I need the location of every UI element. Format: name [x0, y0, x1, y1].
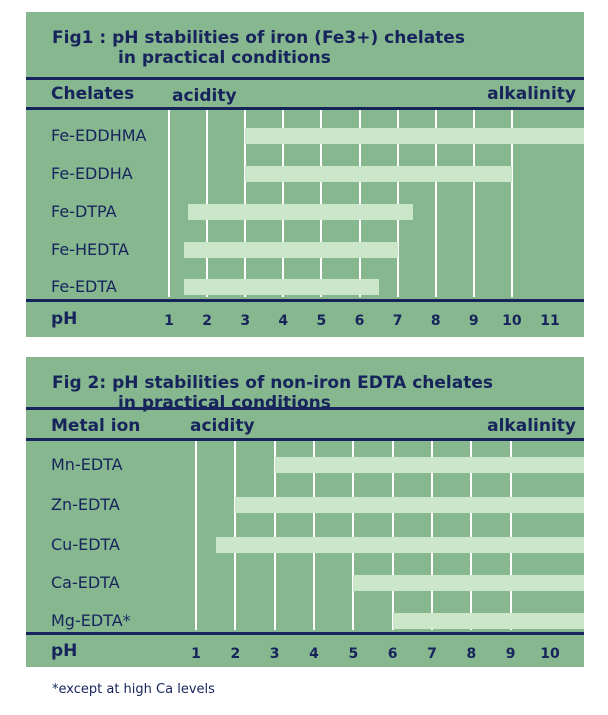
- figure-2-gridline: [509, 441, 512, 630]
- figure-1-tick-label: 8: [430, 313, 441, 329]
- figure-1-row-label: Fe-EDDHMA: [51, 126, 147, 145]
- figure-1-tick-label: 5: [316, 313, 327, 329]
- figure-1-tick-label: 1: [164, 313, 174, 329]
- figure-1-tick-label: 7: [392, 313, 403, 329]
- figure-1-axis-rule: [26, 299, 584, 302]
- figure-2-tick-label: 10: [540, 646, 560, 662]
- figure-1-row-label: Fe-HEDTA: [51, 240, 129, 259]
- figure-1-row-label: Fe-EDTA: [51, 277, 117, 296]
- figure-2-header-rule-top: [26, 407, 584, 410]
- figure-2-tick-label: 1: [191, 646, 201, 662]
- figure-2-range-bar: [215, 537, 584, 553]
- figure-1-gridline: [168, 110, 170, 297]
- figure-2-title-line-1: Fig 2: pH stabilities of non-iron EDTA c…: [52, 373, 493, 393]
- figure-1-range-bar: [184, 279, 379, 295]
- figure-2-row-header: Metal ion: [51, 416, 141, 436]
- figure-2-tick-label: 5: [348, 646, 359, 662]
- figure-2-title-line-2: in practical conditions: [118, 393, 331, 413]
- figure-1-header-rule-top: [26, 77, 584, 80]
- figure-2-range-bar: [274, 457, 584, 473]
- figure-1-gridline: [472, 110, 475, 297]
- figure-2-range-bar: [392, 613, 584, 629]
- figure-1-gridline: [206, 110, 209, 297]
- figure-1-gridline: [434, 110, 437, 297]
- figure-2-panel: Fig 2: pH stabilities of non-iron EDTA c…: [26, 357, 584, 667]
- figure-2-axis-rule: [26, 632, 584, 635]
- figure-1-gridline: [510, 110, 513, 297]
- figure-1-tick-label: 4: [278, 313, 289, 329]
- figure-1-acidity-label: acidity: [172, 86, 237, 106]
- figure-2-row-label: Cu-EDTA: [51, 535, 120, 554]
- figure-2-gridline: [470, 441, 473, 630]
- figure-2-tick-label: 2: [230, 646, 241, 662]
- figure-1-alkalinity-label: alkalinity: [487, 84, 576, 104]
- figure-1-title-line-2: in practical conditions: [118, 48, 331, 68]
- figure-2-row-label: Zn-EDTA: [51, 495, 120, 514]
- figure-1-range-bar: [188, 204, 413, 220]
- figure-1-gridline: [396, 110, 399, 297]
- figure-2-gridline: [391, 441, 394, 630]
- figure-1-tick-label: 2: [202, 313, 212, 329]
- figure-1-range-bar: [245, 166, 512, 182]
- footnote: *except at high Ca levels: [52, 682, 215, 697]
- figure-1-row-label: Fe-DTPA: [51, 202, 117, 221]
- figure-2-gridline: [234, 441, 237, 630]
- figure-2-gridline: [273, 441, 276, 630]
- figure-1-range-bar: [184, 242, 398, 258]
- figure-1-axis-label: pH: [51, 309, 78, 329]
- figure-2-tick-label: 4: [309, 646, 319, 662]
- figure-2-acidity-label: acidity: [190, 416, 255, 436]
- figure-2-axis-label: pH: [51, 641, 78, 661]
- figure-2-tick-label: 3: [269, 646, 280, 662]
- figure-1-title-line-1: Fig1 : pH stabilities of iron (Fe3+) che…: [52, 28, 465, 48]
- figure-2-row-label: Mn-EDTA: [51, 455, 123, 474]
- figure-2-tick-label: 9: [505, 646, 516, 662]
- figure-1-tick-label: 10: [502, 313, 522, 329]
- figure-1-panel: Fig1 : pH stabilities of iron (Fe3+) che…: [26, 12, 584, 337]
- figure-1-header-rule-bottom: [26, 107, 584, 110]
- figure-1-range-bar: [245, 128, 584, 144]
- figure-1-tick-label: 11: [540, 313, 560, 329]
- figure-1-title: Fig1 : pH stabilities of iron (Fe3+) che…: [52, 28, 465, 68]
- figure-2-alkalinity-label: alkalinity: [487, 416, 576, 436]
- figure-1-gridline: [282, 110, 285, 297]
- figure-1-tick-label: 9: [468, 313, 479, 329]
- figure-2-row-label: Ca-EDTA: [51, 573, 120, 592]
- figure-2-tick-label: 7: [427, 646, 437, 662]
- figure-2-range-bar: [353, 575, 584, 591]
- figure-1-tick-label: 3: [240, 313, 251, 329]
- figure-2-gridline: [352, 441, 355, 630]
- figure-2-tick-label: 6: [387, 646, 398, 662]
- figure-2-gridline: [313, 441, 315, 630]
- figure-2-range-bar: [235, 497, 584, 513]
- figure-2-tick-label: 8: [466, 646, 477, 662]
- figure-1-gridline: [320, 110, 323, 297]
- figure-1-gridline: [244, 110, 247, 297]
- figure-1-tick-label: 6: [354, 313, 365, 329]
- figure-2-row-label: Mg-EDTA*: [51, 611, 131, 630]
- figure-2-header-rule-bottom: [26, 438, 584, 441]
- figure-1-row-label: Fe-EDDHA: [51, 164, 133, 183]
- figure-2-gridline: [195, 441, 197, 630]
- figure-1-gridline: [358, 110, 361, 297]
- figure-1-row-header: Chelates: [51, 84, 135, 104]
- figure-2-gridline: [431, 441, 433, 630]
